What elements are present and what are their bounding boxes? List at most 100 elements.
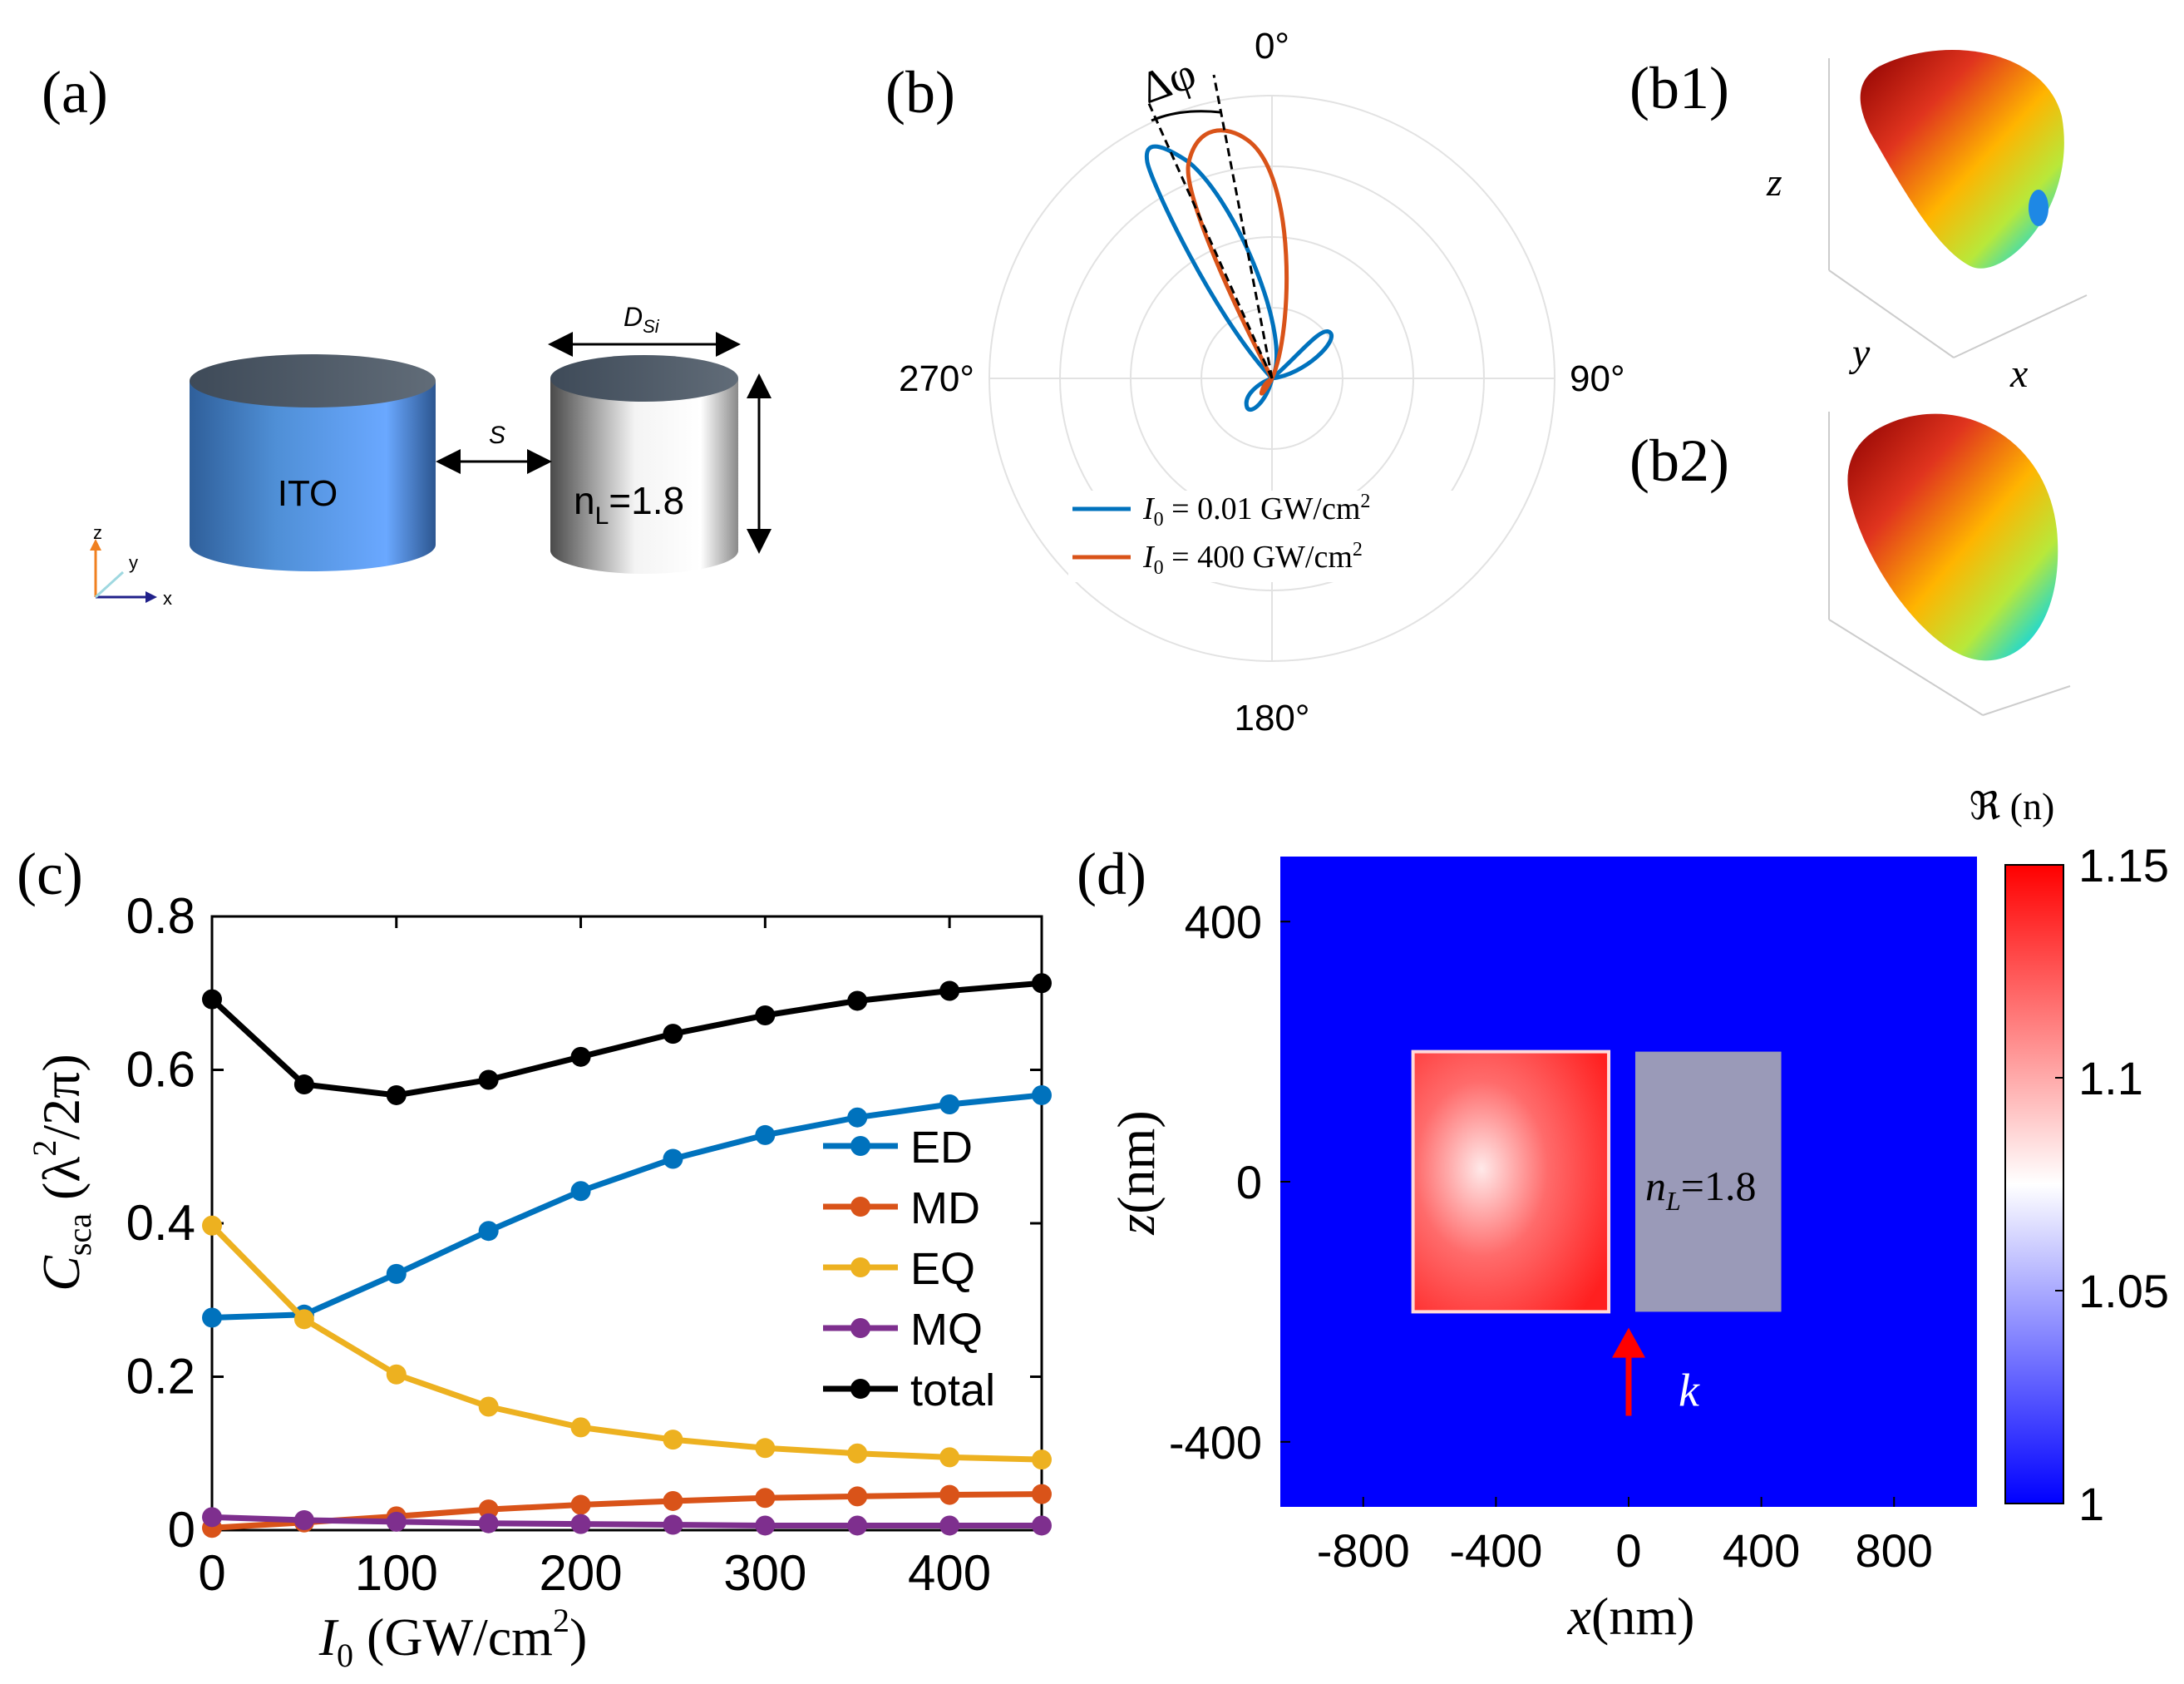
point-MD bbox=[570, 1494, 591, 1515]
axis-z-label: z bbox=[93, 522, 102, 543]
point-MQ bbox=[202, 1507, 222, 1528]
point-EQ bbox=[570, 1417, 591, 1438]
b1-axis-x: x bbox=[2009, 352, 2028, 396]
point-MD bbox=[755, 1488, 776, 1509]
x-tick-label: -400 bbox=[1449, 1524, 1542, 1577]
nl-cylinder: nL=1.8 bbox=[550, 355, 738, 574]
point-total bbox=[1032, 973, 1052, 994]
point-EQ bbox=[478, 1396, 499, 1417]
colorbar bbox=[2004, 864, 2064, 1504]
panel-b2-label: (b2) bbox=[1629, 427, 1729, 494]
point-MQ bbox=[570, 1514, 591, 1534]
panel-a-label: (a) bbox=[42, 59, 108, 126]
point-EQ bbox=[202, 1215, 222, 1236]
x-tick-label: 300 bbox=[723, 1545, 806, 1601]
point-total bbox=[939, 980, 960, 1001]
colorbar-tick-label: 1 bbox=[2078, 1478, 2104, 1530]
angle-0: 0° bbox=[1255, 26, 1289, 67]
ito-label: ITO bbox=[278, 473, 338, 514]
point-ED bbox=[386, 1263, 407, 1284]
line-chart: 0 100 200 300 400 0 0.2 0.4 0.6 0.8 ED MD EQ MQ total bbox=[126, 888, 1052, 1601]
y-tick-label: 0.2 bbox=[126, 1349, 195, 1405]
point-MQ bbox=[939, 1515, 960, 1536]
b1-axis-y: y bbox=[1848, 331, 1871, 375]
x-tick-label: 800 bbox=[1856, 1524, 1933, 1577]
chart-c-ylabel: Csca (λ2/2π) bbox=[26, 1054, 98, 1291]
series-line-MQ bbox=[211, 1514, 1042, 1528]
point-ED bbox=[1032, 1084, 1052, 1105]
point-EQ bbox=[386, 1364, 407, 1385]
panel-b1-label: (b1) bbox=[1629, 55, 1729, 121]
region-nl-label: nL=1.8 bbox=[1645, 1163, 1757, 1216]
panel-b: (b) 0° 90° 180° 270° Δφ bbox=[885, 26, 1625, 738]
point-EQ bbox=[847, 1443, 868, 1464]
point-MQ bbox=[847, 1515, 868, 1536]
chart-d-ylabel: z(nm) bbox=[1107, 1110, 1166, 1235]
point-ED bbox=[847, 1107, 868, 1128]
point-MQ bbox=[1032, 1515, 1052, 1536]
k-label: k bbox=[1679, 1365, 1700, 1417]
point-ED bbox=[663, 1148, 683, 1169]
b2-box bbox=[1828, 412, 2071, 716]
x-tick-label: -800 bbox=[1317, 1524, 1410, 1577]
delta-phi-indicator bbox=[1146, 74, 1274, 379]
legend-marker-MQ bbox=[850, 1318, 870, 1338]
series-line-total bbox=[210, 980, 1043, 1099]
point-MQ bbox=[386, 1511, 407, 1532]
x-tick-label: 100 bbox=[355, 1545, 438, 1601]
series-line-ED bbox=[211, 1092, 1043, 1321]
legend-label-MQ: MQ bbox=[910, 1305, 983, 1355]
point-EQ bbox=[755, 1438, 776, 1459]
x-tick-label: 0 bbox=[198, 1545, 225, 1601]
legend-marker-EQ bbox=[850, 1257, 870, 1277]
point-MD bbox=[939, 1484, 960, 1505]
point-MQ bbox=[663, 1514, 683, 1535]
b1-small-lobe bbox=[2029, 190, 2048, 226]
panel-d-label: (d) bbox=[1077, 841, 1146, 907]
point-MD bbox=[478, 1499, 499, 1520]
legend-marker-ED bbox=[850, 1136, 870, 1156]
axes-triad: z y x bbox=[90, 522, 172, 609]
width-label: DSi bbox=[624, 302, 660, 337]
legend-marker-MD bbox=[850, 1197, 870, 1217]
point-total bbox=[570, 1046, 591, 1067]
heatmap-chart: nL=1.8 k -800 -400 0 400 800 400 0 -400 1.15 1.1 1.0… bbox=[1169, 839, 2169, 1577]
angle-90: 90° bbox=[1570, 358, 1625, 399]
point-ED bbox=[202, 1307, 222, 1328]
point-MQ bbox=[755, 1515, 776, 1536]
point-EQ bbox=[1032, 1449, 1052, 1470]
b1-axis-z: z bbox=[1766, 160, 1782, 205]
chart-d-xlabel: x(nm) bbox=[1567, 1587, 1695, 1646]
b2-lobe bbox=[1847, 413, 2058, 661]
y-tick-label: 0.6 bbox=[126, 1042, 195, 1098]
ito-cylinder: ITO bbox=[190, 354, 436, 571]
series-line-EQ bbox=[210, 1223, 1043, 1463]
region-nl bbox=[1634, 1051, 1782, 1312]
point-total bbox=[755, 1005, 776, 1026]
point-total bbox=[386, 1084, 407, 1105]
angle-270: 270° bbox=[899, 358, 974, 399]
point-MD bbox=[663, 1490, 683, 1511]
point-EQ bbox=[663, 1430, 683, 1450]
point-MD bbox=[1032, 1484, 1052, 1504]
panel-c: (c) 0 100 200 300 400 0 0.2 0.4 0.6 0.8 ED MD EQ MQ to… bbox=[17, 841, 1052, 1674]
angle-180: 180° bbox=[1234, 698, 1309, 738]
panel-c-label: (c) bbox=[17, 841, 83, 907]
x-tick-label: 400 bbox=[908, 1545, 991, 1601]
point-ED bbox=[570, 1181, 591, 1202]
point-total bbox=[663, 1024, 683, 1044]
panel-b-label: (b) bbox=[885, 59, 955, 126]
legend-label-MD: MD bbox=[910, 1183, 980, 1233]
polar-series-blue bbox=[1144, 144, 1334, 412]
y-tick-label: -400 bbox=[1169, 1416, 1262, 1469]
x-tick-label: 0 bbox=[1615, 1524, 1641, 1577]
panel-d: (d) nL=1.8 k -800 -400 0 400 800 400 0 -400 1.15 1.… bbox=[1077, 785, 2169, 1646]
point-MQ bbox=[478, 1513, 499, 1533]
panel-a: (a) ITO nL=1.8 S DSi z y x bbox=[42, 59, 772, 609]
panel-b2: (b2) bbox=[1629, 412, 2071, 716]
point-EQ bbox=[293, 1309, 314, 1330]
point-total bbox=[293, 1074, 314, 1095]
chart-c-xlabel: I0 (GW/cm2) bbox=[318, 1602, 588, 1674]
b1-lobe bbox=[1860, 50, 2064, 269]
b1-box bbox=[1828, 58, 2088, 358]
